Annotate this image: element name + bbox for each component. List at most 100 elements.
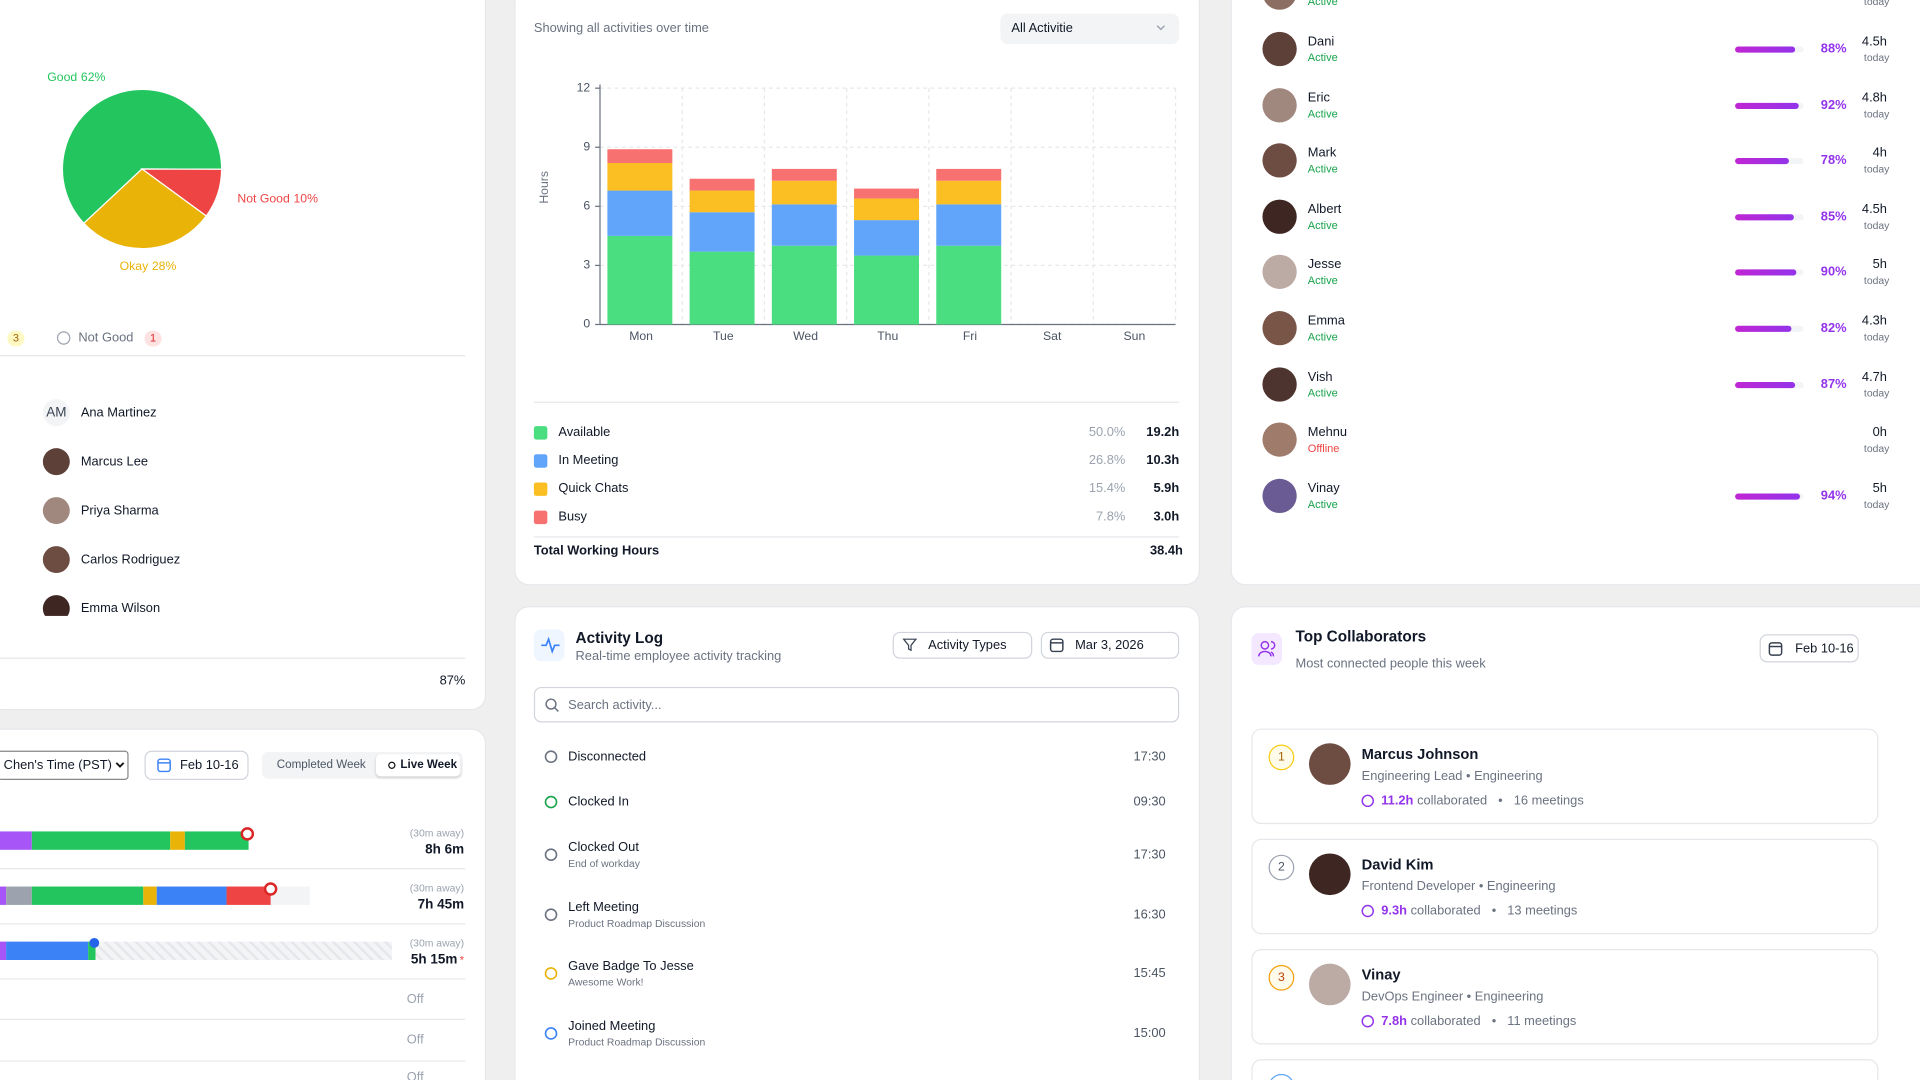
progress-bar bbox=[1735, 158, 1789, 165]
member-status: Offline bbox=[1307, 442, 1340, 455]
collab-hours: 11.2h bbox=[1381, 793, 1414, 809]
legend-hours: 10.3h bbox=[1146, 453, 1180, 468]
avatar bbox=[1262, 199, 1297, 234]
rank-badge bbox=[1268, 744, 1295, 771]
when: today bbox=[1863, 498, 1890, 511]
legend-percent: 15.4% bbox=[1088, 481, 1126, 496]
timeline-segment bbox=[226, 886, 271, 905]
legend-label: In Meeting bbox=[558, 453, 619, 468]
activity-time: 15:45 bbox=[1133, 966, 1166, 981]
hours: 4.3h bbox=[1861, 313, 1887, 329]
separator: • bbox=[1491, 1013, 1497, 1029]
button-label: Activity Types bbox=[928, 637, 1007, 653]
search[interactable] bbox=[533, 686, 1180, 723]
separator: • bbox=[1491, 903, 1497, 919]
member-name: Emma bbox=[1307, 313, 1345, 329]
badge bbox=[7, 330, 25, 347]
member-name: Eric bbox=[1307, 90, 1330, 105]
timeline-segment bbox=[156, 886, 227, 905]
avatar bbox=[1262, 0, 1297, 11]
when: today bbox=[1863, 0, 1890, 8]
timeline-segment bbox=[31, 886, 144, 905]
section-title: Activity Log bbox=[575, 629, 664, 647]
meetings: 11 meetings bbox=[1507, 1013, 1577, 1029]
away: (30m away) bbox=[409, 936, 465, 949]
activity-detail: Product Roadmap Discussion bbox=[568, 1035, 706, 1049]
avatar bbox=[1262, 143, 1297, 178]
collaborator-role: Engineering Lead • Engineering bbox=[1361, 768, 1543, 784]
button-label: Mar 3, 2026 bbox=[1075, 637, 1144, 653]
activity-title: Clocked In bbox=[568, 794, 629, 810]
timeline-segment bbox=[170, 831, 185, 850]
timeline-segment bbox=[88, 941, 96, 961]
section-title: Top Collaborators bbox=[1295, 628, 1427, 646]
legend-label: Available bbox=[558, 424, 611, 440]
rank: 2 bbox=[1278, 860, 1285, 874]
member-name: Vinay bbox=[1307, 480, 1340, 496]
legend-hours: 5.9h bbox=[1153, 481, 1180, 496]
progress-label: 90% bbox=[1820, 264, 1847, 280]
collab-hours: 9.3h bbox=[1381, 903, 1407, 919]
divider bbox=[0, 355, 466, 357]
date-range: Feb 10-16 bbox=[180, 757, 239, 773]
button-label: Feb 10-16 bbox=[1795, 641, 1854, 657]
divider bbox=[0, 1018, 466, 1021]
progress-bar bbox=[1735, 102, 1799, 109]
avatar bbox=[42, 546, 70, 574]
badge bbox=[144, 330, 162, 347]
when: today bbox=[1863, 163, 1890, 176]
avatar bbox=[1262, 31, 1297, 67]
collaborator-name: David Kim bbox=[1361, 855, 1434, 874]
tab-active[interactable] bbox=[375, 754, 461, 777]
total: 5h 15m bbox=[410, 952, 458, 968]
meetings: 13 meetings bbox=[1507, 903, 1578, 919]
collaborator-name: Marcus Johnson bbox=[1361, 745, 1479, 763]
timeline-segment bbox=[143, 886, 157, 905]
activity-title: Gave Badge To Jesse bbox=[568, 958, 694, 974]
activity-title: Disconnected bbox=[568, 749, 647, 765]
legend-percent: 7.8% bbox=[1095, 509, 1126, 525]
dropdown[interactable] bbox=[1000, 13, 1180, 45]
legend-swatch bbox=[533, 510, 548, 524]
when: today bbox=[1863, 386, 1890, 399]
footer-value: 87% bbox=[439, 673, 466, 689]
badge-count: 1 bbox=[149, 331, 157, 345]
hours: 4h bbox=[1872, 145, 1887, 161]
member-name: Jesse bbox=[1307, 257, 1342, 273]
button[interactable] bbox=[1040, 631, 1180, 659]
divider bbox=[0, 923, 466, 925]
when: today bbox=[1863, 218, 1890, 232]
activity-time: 09:30 bbox=[1133, 794, 1166, 810]
filter-label: Not Good bbox=[78, 330, 134, 346]
member-status: Active bbox=[1307, 163, 1338, 176]
avatar bbox=[42, 448, 70, 476]
progress-label: 94% bbox=[1820, 488, 1847, 504]
when: today bbox=[1863, 442, 1890, 455]
member-name: Emma Wilson bbox=[80, 601, 161, 616]
panel bbox=[1230, 0, 1920, 586]
progress-bar bbox=[1735, 214, 1794, 221]
timeline-segment bbox=[0, 886, 7, 905]
away: (30m away) bbox=[409, 881, 465, 894]
collab-label: collaborated bbox=[1417, 793, 1488, 809]
avatar bbox=[42, 497, 70, 525]
member-name: Ana Martinez bbox=[80, 405, 157, 421]
progress-label: 85% bbox=[1820, 209, 1847, 224]
avatar bbox=[1308, 743, 1351, 785]
member-name: Vish bbox=[1307, 369, 1333, 384]
rank-badge bbox=[1268, 964, 1295, 991]
collaboration-stats: 11.2h collaborated • 16 meetings bbox=[1381, 792, 1584, 809]
collab-label: collaborated bbox=[1410, 903, 1481, 919]
legend-hours: 3.0h bbox=[1153, 509, 1180, 525]
member-status: Active bbox=[1307, 107, 1338, 120]
section-subtitle: Real-time employee activity tracking bbox=[575, 648, 782, 664]
collaborator-name: Vinay bbox=[1361, 966, 1401, 984]
day-status: Off bbox=[406, 1070, 424, 1080]
timezone: Chen's Time (PST) bbox=[3, 757, 112, 773]
tab: Completed Week bbox=[276, 757, 366, 772]
legend-percent: 50.0% bbox=[1088, 424, 1126, 440]
progress-label: 92% bbox=[1820, 97, 1847, 113]
select[interactable] bbox=[0, 750, 129, 781]
divider bbox=[0, 868, 466, 870]
progress-bar bbox=[1735, 381, 1795, 388]
